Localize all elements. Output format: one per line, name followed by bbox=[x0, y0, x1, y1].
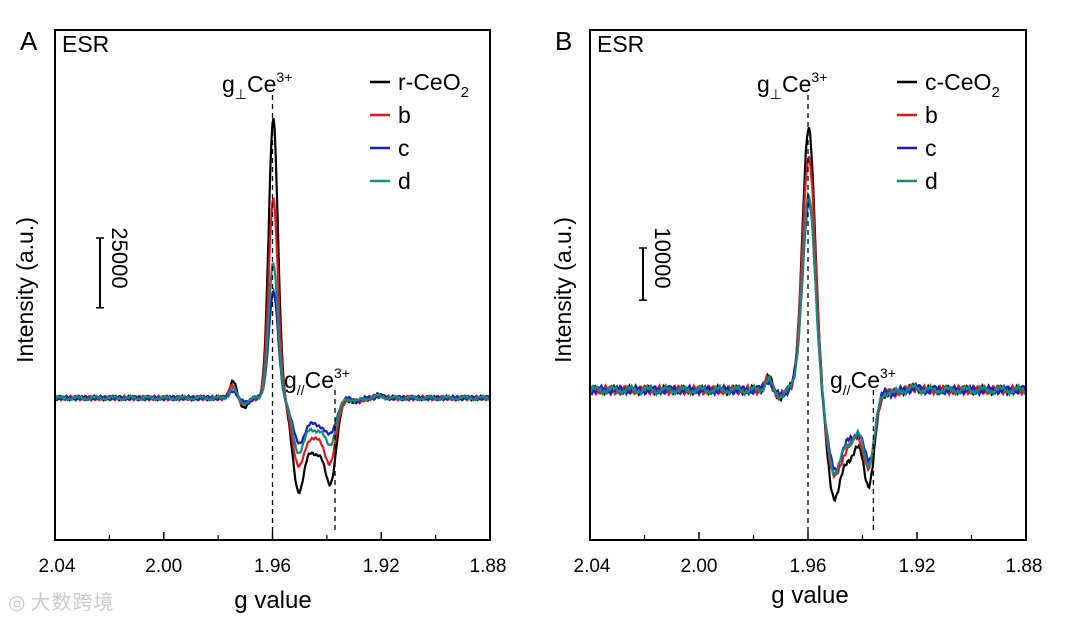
panel-a-series-line-4 bbox=[54, 262, 491, 455]
panel-b-xlabel: g value bbox=[771, 582, 848, 609]
panel-a-legend-label-1: r-CeO2 bbox=[398, 69, 469, 101]
panel-b-scale-bar-label: 10000 bbox=[650, 227, 675, 288]
panel-a-xtick-label: 1.92 bbox=[363, 556, 400, 577]
panel-a-scale-bar-label: 25000 bbox=[107, 227, 132, 288]
panel-b-ylabel: Intensity (a.u.) bbox=[550, 217, 576, 363]
panel-a-guides bbox=[271, 95, 336, 532]
panel-b-annotation-para: g//Ce3+ bbox=[830, 365, 896, 398]
panel-a-xlabel: g value bbox=[234, 587, 311, 614]
panel-a-xtick-label: 2.00 bbox=[145, 556, 182, 577]
watermark: ◎ 大数跨境 bbox=[8, 586, 114, 615]
panel-b-xtick-label: 1.92 bbox=[899, 556, 936, 577]
watermark-text: 大数跨境 bbox=[30, 590, 115, 614]
panel-b-xtick-label: 2.04 bbox=[574, 556, 611, 577]
panel-b-axes-frame bbox=[589, 29, 1027, 541]
panel-a-axes-frame bbox=[54, 29, 491, 541]
panel-a-annotation-perp: g⊥Ce3+ bbox=[222, 69, 292, 102]
panel-a-title: ESR bbox=[62, 31, 109, 57]
panel-a-xtick-label: 1.88 bbox=[470, 556, 507, 577]
panel-b-annotations: g⊥Ce3+ g//Ce3+ bbox=[757, 69, 896, 398]
panel-b-xtick-labels: 2.04 2.00 1.96 1.92 1.88 bbox=[574, 556, 1043, 577]
panel-a-legend-label-4: d bbox=[398, 168, 411, 194]
panel-b-xtick-label: 2.00 bbox=[681, 556, 718, 577]
panel-a-xtick-label: 2.04 bbox=[39, 556, 76, 577]
panel-a-legend-label-3: c bbox=[398, 135, 410, 161]
panel-a-xticks bbox=[54, 532, 491, 540]
panel-b: B ESR Intensity (a.u.) g value 2.04 2.00 1… bbox=[550, 26, 1042, 609]
panel-b-guides bbox=[807, 95, 875, 532]
panel-b-scale-bar: 10000 bbox=[639, 227, 675, 301]
panel-b-xtick-label: 1.96 bbox=[790, 556, 827, 577]
panel-a-legend-label-2: b bbox=[398, 102, 411, 128]
panel-a: A ESR Intensity (a.u.) g value 2.04 2.00 1… bbox=[12, 26, 506, 614]
watermark-logo-icon: ◎ bbox=[8, 590, 27, 614]
panel-a-series bbox=[54, 117, 491, 495]
panel-a-scale-bar: 25000 bbox=[96, 227, 132, 309]
panel-b-legend-label-3: c bbox=[925, 135, 937, 161]
panel-b-label: B bbox=[555, 26, 572, 56]
panel-b-legend-label-1: c-CeO2 bbox=[925, 69, 1000, 101]
panel-a-label: A bbox=[20, 26, 38, 56]
panel-a-xtick-label: 1.96 bbox=[254, 556, 291, 577]
panel-a-xtick-labels: 2.04 2.00 1.96 1.92 1.88 bbox=[39, 556, 507, 577]
panel-b-title: ESR bbox=[597, 31, 644, 57]
panel-b-legend-label-4: d bbox=[925, 168, 938, 194]
panel-a-annotation-para: g//Ce3+ bbox=[284, 365, 350, 398]
panel-b-xtick-label: 1.88 bbox=[1006, 556, 1043, 577]
panel-a-ylabel: Intensity (a.u.) bbox=[12, 217, 38, 363]
panel-b-annotation-perp: g⊥Ce3+ bbox=[757, 69, 827, 102]
panel-b-xticks bbox=[589, 532, 1027, 540]
panel-a-annotations: g⊥Ce3+ g//Ce3+ bbox=[222, 69, 350, 398]
panel-b-legend-label-2: b bbox=[925, 102, 938, 128]
